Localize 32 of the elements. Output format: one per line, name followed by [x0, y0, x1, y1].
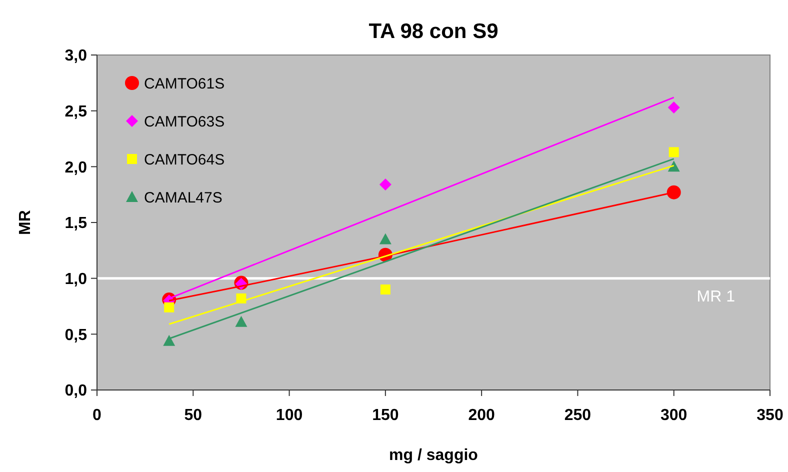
point	[668, 101, 680, 114]
y-tick-label: 0,5	[64, 326, 88, 344]
x-tick-label: 350	[756, 407, 784, 424]
x-tick-label: 0	[92, 407, 102, 424]
point	[164, 302, 174, 312]
point	[163, 334, 176, 346]
x-tick-label: 250	[564, 407, 592, 424]
x-tick-label: 300	[660, 407, 688, 424]
y-tick-label: 3,0	[64, 48, 88, 65]
y-tick-label: 2,5	[64, 103, 88, 120]
y-axis-title: MR	[17, 210, 34, 235]
y-tick-label: 0,0	[64, 382, 88, 400]
ref-line-label: MR 1	[696, 288, 736, 306]
x-tick-label: 50	[184, 407, 202, 424]
legend-label: CAMTO61S	[144, 75, 225, 92]
chart-title: TA 98 con S9	[368, 20, 498, 43]
legend-label: CAMTO64S	[144, 151, 225, 168]
point	[379, 233, 392, 244]
point	[380, 284, 390, 294]
x-tick-label: 150	[372, 407, 399, 424]
x-axis-title: mg / saggio	[389, 447, 478, 464]
point	[666, 185, 681, 200]
legend-label: CAMTO63S	[144, 113, 225, 130]
y-tick-label: 2,0	[64, 159, 88, 176]
x-tick-label: 200	[468, 407, 496, 424]
y-tick-label: 1,5	[64, 215, 88, 232]
point	[668, 147, 679, 158]
point	[379, 178, 392, 191]
legend-label: CAMAL47S	[144, 189, 222, 206]
y-tick-label: 1,0	[64, 270, 88, 288]
x-tick-label: 100	[276, 407, 303, 424]
point	[235, 316, 248, 327]
